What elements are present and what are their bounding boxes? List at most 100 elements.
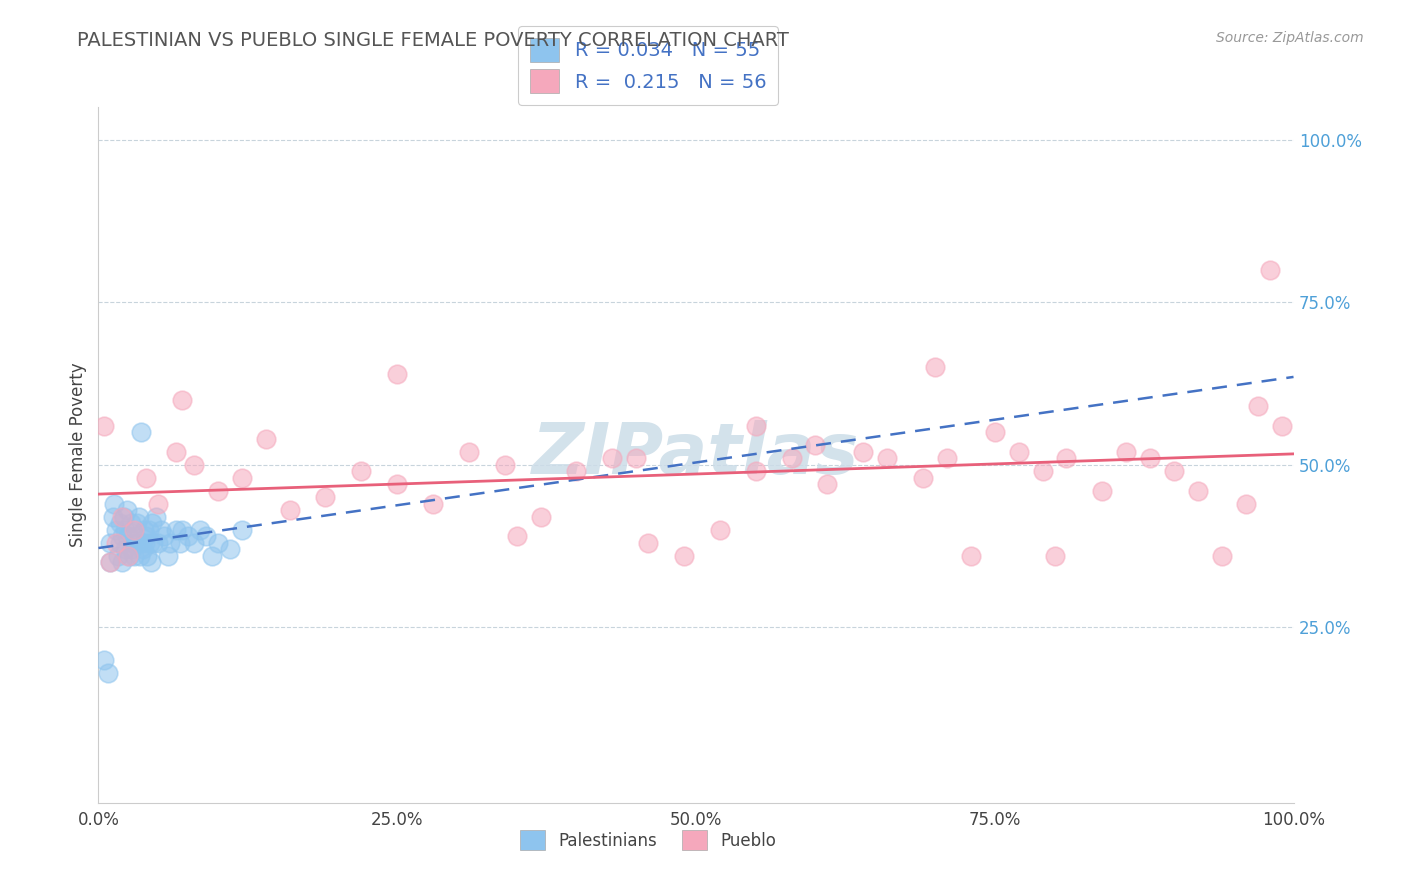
Point (960, 549, 983, 563)
Point (1247, 399, 1270, 413)
Point (207, 483, 229, 498)
Point (103, 497, 125, 511)
Point (565, 464, 588, 478)
Point (1008, 444, 1031, 458)
Point (148, 497, 170, 511)
Point (107, 549, 129, 563)
Point (201, 549, 224, 563)
Point (139, 555, 162, 569)
Point (219, 542, 242, 557)
Point (118, 549, 141, 563)
Point (97, 665, 120, 680)
Point (142, 535, 165, 549)
Point (385, 367, 409, 381)
Point (101, 509, 124, 524)
Point (1115, 444, 1137, 458)
Point (924, 360, 946, 375)
Point (111, 529, 134, 543)
Point (93, 653, 115, 667)
Point (231, 471, 253, 485)
Text: ZIPatlas: ZIPatlas (533, 420, 859, 490)
Point (139, 535, 162, 549)
Point (98, 555, 122, 569)
Point (165, 523, 187, 537)
Point (135, 529, 157, 543)
Point (852, 444, 875, 458)
Point (984, 425, 1007, 439)
Point (626, 451, 648, 466)
Point (183, 535, 205, 549)
Point (159, 535, 181, 549)
Point (117, 529, 139, 543)
Point (129, 549, 152, 563)
Point (124, 529, 146, 543)
Point (1187, 483, 1209, 498)
Point (165, 444, 187, 458)
Point (135, 471, 157, 485)
Point (745, 464, 768, 478)
Point (131, 542, 153, 557)
Point (1091, 483, 1114, 498)
Point (1163, 464, 1185, 478)
Point (172, 523, 194, 537)
Point (911, 471, 934, 485)
Point (422, 497, 444, 511)
Point (494, 458, 516, 472)
Point (148, 535, 170, 549)
Point (745, 418, 768, 433)
Point (602, 451, 624, 466)
Point (111, 555, 134, 569)
Point (637, 535, 659, 549)
Point (709, 523, 731, 537)
Point (780, 451, 803, 466)
Point (177, 529, 200, 543)
Point (108, 516, 131, 531)
Point (125, 516, 148, 531)
Point (1056, 451, 1078, 466)
Point (1032, 464, 1054, 478)
Point (530, 509, 553, 524)
Point (145, 509, 167, 524)
Point (172, 392, 194, 407)
Point (458, 444, 481, 458)
Point (131, 425, 153, 439)
Point (385, 477, 409, 491)
Point (183, 458, 205, 472)
Point (128, 509, 150, 524)
Point (1139, 451, 1161, 466)
Point (120, 516, 142, 531)
Point (124, 549, 146, 563)
Point (111, 509, 134, 524)
Point (132, 523, 155, 537)
Point (1043, 549, 1066, 563)
Point (108, 535, 131, 549)
Y-axis label: Single Female Poverty: Single Female Poverty (69, 363, 87, 547)
Point (141, 516, 163, 531)
Text: PALESTINIAN VS PUEBLO SINGLE FEMALE POVERTY CORRELATION CHART: PALESTINIAN VS PUEBLO SINGLE FEMALE POVE… (77, 31, 789, 50)
Point (117, 549, 139, 563)
Point (876, 451, 898, 466)
Point (1258, 262, 1281, 277)
Point (815, 477, 838, 491)
Point (114, 542, 136, 557)
Point (188, 523, 211, 537)
Point (138, 523, 160, 537)
Point (254, 432, 277, 446)
Point (169, 535, 191, 549)
Point (153, 529, 176, 543)
Point (231, 523, 253, 537)
Point (105, 523, 128, 537)
Point (149, 523, 172, 537)
Point (105, 535, 128, 549)
Point (127, 535, 149, 549)
Point (350, 464, 373, 478)
Point (156, 549, 179, 563)
Point (1211, 549, 1233, 563)
Text: Source: ZipAtlas.com: Source: ZipAtlas.com (1216, 31, 1364, 45)
Point (124, 523, 146, 537)
Point (98, 555, 122, 569)
Point (93, 418, 115, 433)
Point (673, 549, 696, 563)
Point (115, 503, 138, 517)
Point (936, 451, 959, 466)
